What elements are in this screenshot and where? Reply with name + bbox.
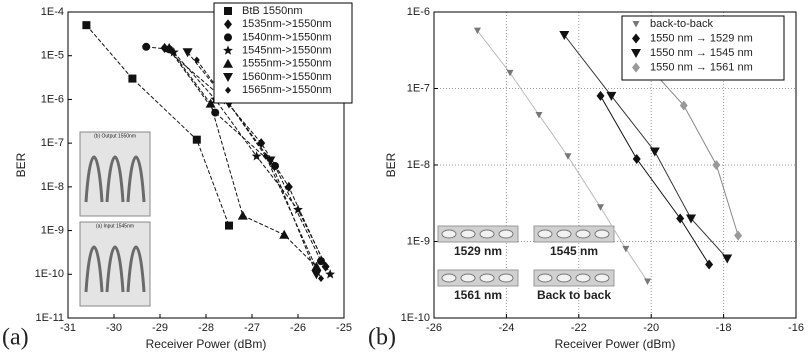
marker xyxy=(142,43,150,51)
y-tick-label: 1E-10 xyxy=(35,268,64,280)
marker xyxy=(712,160,720,170)
x-tick-label: -31 xyxy=(60,322,76,334)
eye-opening xyxy=(499,274,513,282)
eye-opening xyxy=(576,230,590,238)
eye-opening xyxy=(461,230,475,238)
x-tick-label: -26 xyxy=(290,322,306,334)
inset-image xyxy=(80,132,150,216)
marker xyxy=(325,269,335,278)
marker xyxy=(252,151,262,160)
eye-opening xyxy=(538,230,552,238)
marker xyxy=(193,136,201,144)
panel-label: (b) xyxy=(368,325,396,351)
legend-marker xyxy=(224,7,232,15)
marker xyxy=(82,21,90,29)
marker xyxy=(650,148,660,157)
inset-caption: 1545 nm xyxy=(550,244,598,258)
x-tick-label: -27 xyxy=(244,322,260,334)
marker xyxy=(564,153,571,160)
eye-opening xyxy=(557,230,571,238)
eye-opening xyxy=(557,274,571,282)
x-tick-label: -16 xyxy=(788,322,804,334)
marker xyxy=(705,260,713,270)
x-tick-label: -29 xyxy=(152,322,168,334)
y-tick-label: 1E-8 xyxy=(407,159,430,171)
inset-caption: 1561 nm xyxy=(454,288,502,302)
marker xyxy=(128,75,136,83)
legend-label: 1555nm->1550nm xyxy=(242,58,332,70)
eye-opening xyxy=(442,230,456,238)
y-tick-label: 1E-5 xyxy=(41,50,64,62)
marker xyxy=(271,162,279,170)
marker xyxy=(507,70,514,77)
x-tick-label: -22 xyxy=(571,322,587,334)
legend-label: 1535nm->1550nm xyxy=(242,18,332,30)
marker xyxy=(644,279,651,286)
marker xyxy=(622,246,629,253)
legend-label: back-to-back xyxy=(650,18,713,30)
marker xyxy=(318,275,324,282)
inset-image xyxy=(80,222,150,306)
legend-label: 1565nm->1550nm xyxy=(242,84,332,96)
eye-opening xyxy=(499,230,513,238)
legend-marker xyxy=(224,33,232,41)
marker xyxy=(183,48,193,57)
inset-caption: (a) Input 1545nm xyxy=(96,223,134,229)
x-tick-label: -24 xyxy=(498,322,514,334)
y-tick-label: 1E-8 xyxy=(41,181,64,193)
eye-opening xyxy=(442,274,456,282)
x-tick-label: -26 xyxy=(426,322,442,334)
figure: 1E-111E-101E-91E-81E-71E-61E-51E-4-31-30… xyxy=(0,0,808,356)
y-axis-label: BER xyxy=(384,152,398,177)
x-tick-label: -30 xyxy=(106,322,122,334)
y-tick-label: 1E-9 xyxy=(407,235,430,247)
y-tick-label: 1E-6 xyxy=(407,6,430,18)
x-tick-label: -25 xyxy=(336,322,352,334)
marker xyxy=(559,31,569,40)
eye-opening xyxy=(480,274,494,282)
legend-label: 1550 nm → 1529 nm xyxy=(650,32,753,44)
marker xyxy=(279,230,289,239)
marker xyxy=(597,91,605,101)
marker xyxy=(225,222,233,230)
eye-opening xyxy=(461,274,475,282)
inset-caption: (b) Output 1550nm xyxy=(94,133,136,139)
panel-label: (a) xyxy=(2,325,29,351)
x-tick-label: -28 xyxy=(198,322,214,334)
x-tick-label: -20 xyxy=(643,322,659,334)
y-tick-label: 1E-6 xyxy=(41,93,64,105)
marker xyxy=(734,230,742,240)
inset-caption: Back to back xyxy=(537,288,611,302)
eye-opening xyxy=(595,230,609,238)
y-axis-label: BER xyxy=(14,152,28,177)
x-axis-label: Receiver Power (dBm) xyxy=(555,337,676,351)
y-tick-label: 1E-9 xyxy=(41,224,64,236)
legend-label: 1545nm->1550nm xyxy=(242,45,332,57)
marker xyxy=(535,112,542,119)
x-tick-label: -18 xyxy=(716,322,732,334)
y-tick-label: 1E-7 xyxy=(407,82,430,94)
eye-opening xyxy=(595,274,609,282)
legend-label: 1540nm->1550nm xyxy=(242,31,332,43)
y-tick-label: 1E-4 xyxy=(41,6,64,18)
legend-label: 1560nm->1550nm xyxy=(242,71,332,83)
inset-caption: 1529 nm xyxy=(454,244,502,258)
eye-opening xyxy=(576,274,590,282)
marker xyxy=(238,211,248,220)
legend-label: 1550 nm → 1561 nm xyxy=(650,61,753,73)
legend-label: 1550 nm → 1545 nm xyxy=(650,47,753,59)
legend-label: BtB 1550nm xyxy=(242,5,303,17)
eye-opening xyxy=(480,230,494,238)
marker xyxy=(597,204,604,211)
y-tick-label: 1E-7 xyxy=(41,137,64,149)
eye-opening xyxy=(538,274,552,282)
x-axis-label: Receiver Power (dBm) xyxy=(146,337,267,351)
